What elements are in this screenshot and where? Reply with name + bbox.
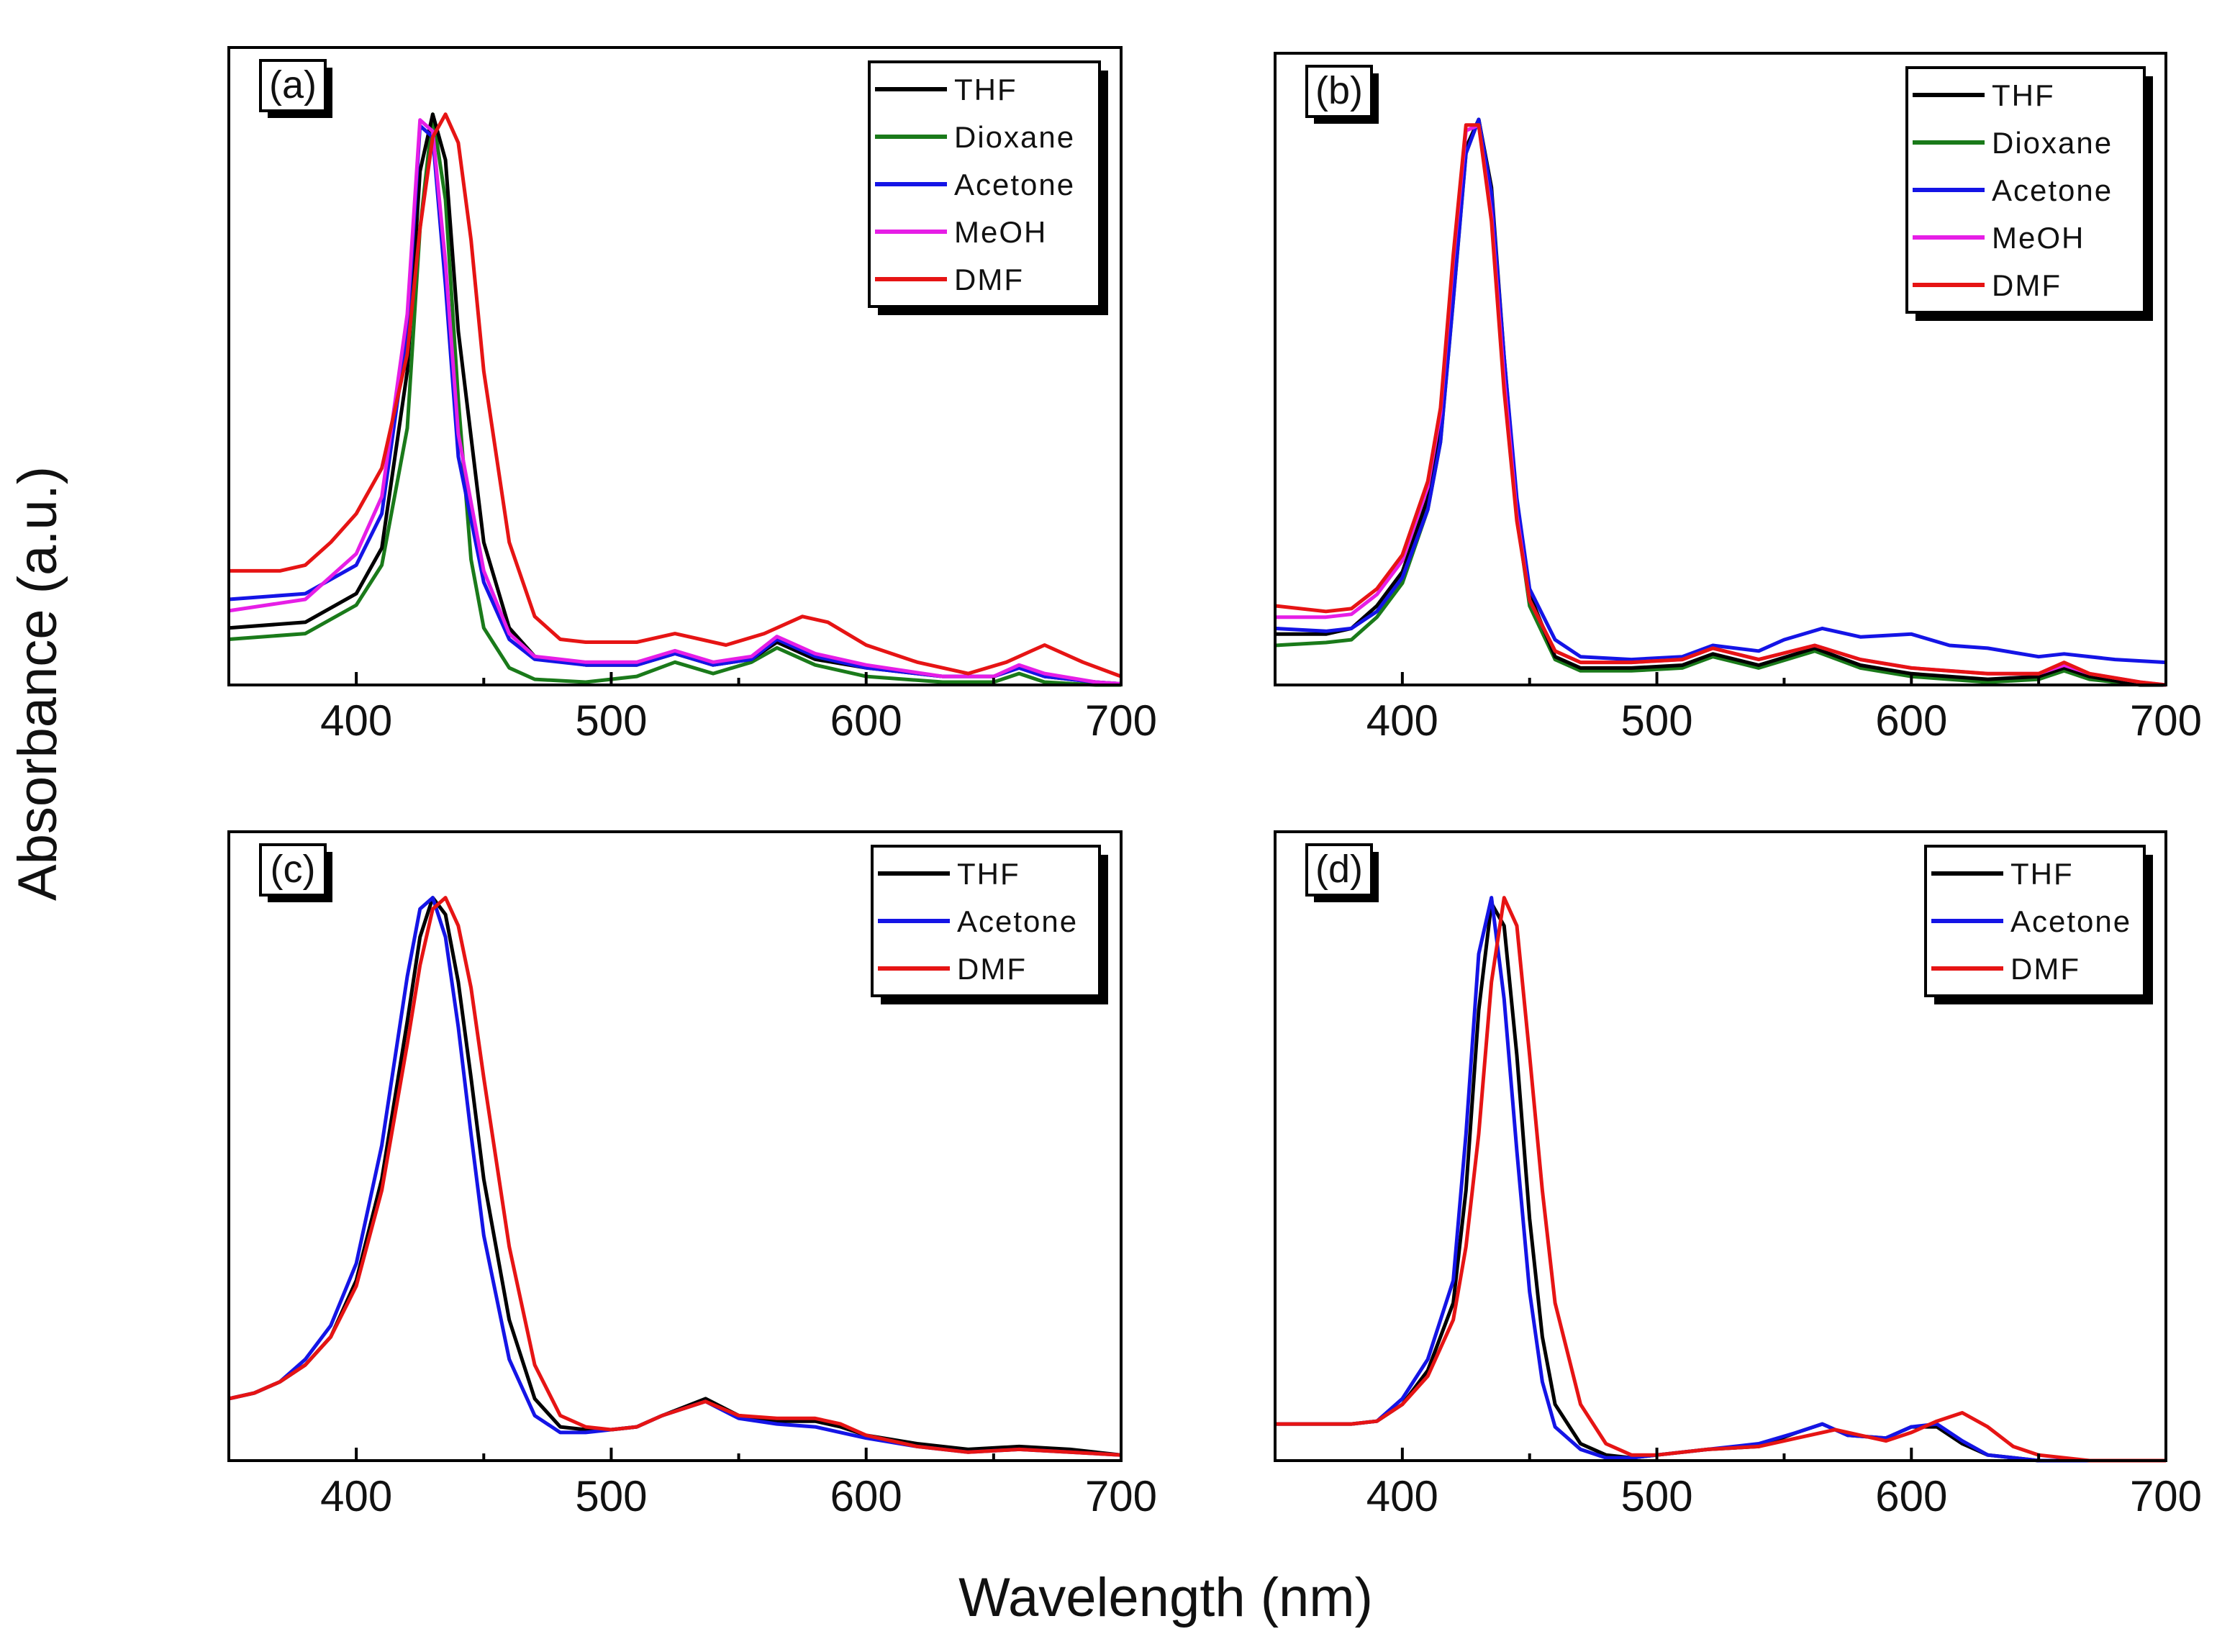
panel-tag-box-b xyxy=(1305,65,1373,118)
legend-label-b-dioxane: Dioxane xyxy=(1992,126,2113,160)
x-tick-label-a-600: 600 xyxy=(830,696,902,745)
panel-label-c: (c) xyxy=(271,848,316,891)
legend-label-d-dmf: DMF xyxy=(2010,952,2080,986)
series-line-d-dmf xyxy=(1275,896,2166,1463)
panel-d: 400 500 600 700 (d) THF Acetone DMF xyxy=(1274,830,2202,1520)
x-tick-label-b-500: 500 xyxy=(1621,696,1693,745)
x-tick-label-b-700: 700 xyxy=(2130,696,2202,745)
panel-tag-box-a xyxy=(259,59,327,112)
x-tick-label-c-700: 700 xyxy=(1085,1472,1157,1520)
legend-label-b-dmf: DMF xyxy=(1992,268,2062,302)
legend-label-a-dmf: DMF xyxy=(954,263,1024,296)
legend-label-b-acetone: Acetone xyxy=(1992,173,2113,207)
series-line-b-thf xyxy=(1275,117,2166,687)
series-line-a-dmf xyxy=(229,112,1122,678)
series-line-a-meoh xyxy=(228,118,1122,686)
axis-frame-d xyxy=(1274,830,2167,1462)
x-tick-label-a-500: 500 xyxy=(575,696,647,745)
legend-label-c-dmf: DMF xyxy=(957,952,1027,986)
panel-label-d: (d) xyxy=(1315,848,1363,891)
panel-label-b: (b) xyxy=(1315,69,1363,112)
series-line-b-dmf xyxy=(1274,123,2167,687)
panel-tag-box-c xyxy=(259,843,327,897)
panel-b: 400 500 600 700 (b) THF Dioxane Acetone MeOH DMF xyxy=(1274,52,2202,745)
axis-frame-c xyxy=(227,830,1123,1462)
x-axis-title: Wavelength (nm) xyxy=(958,1567,1373,1628)
legend-label-d-acetone: Acetone xyxy=(2010,904,2131,938)
legend-label-c-thf: THF xyxy=(957,857,1020,891)
legend-label-c-acetone: Acetone xyxy=(957,904,1078,938)
series-line-c-acetone xyxy=(228,896,1122,1457)
panel-label-a: (a) xyxy=(269,63,317,106)
legend-label-b-meoh: MeOH xyxy=(1992,221,2085,255)
x-tick-label-a-400: 400 xyxy=(320,696,392,745)
axis-frame-b xyxy=(1274,52,2167,686)
axis-frame-a xyxy=(227,46,1123,686)
y-axis-title: Absorbance (a.u.) xyxy=(7,466,68,901)
panel-tag-box-d xyxy=(1305,843,1373,897)
x-tick-label-d-400: 400 xyxy=(1366,1472,1438,1520)
series-line-c-dmf xyxy=(228,896,1122,1457)
series-line-a-dioxane xyxy=(228,112,1121,687)
x-tick-label-a-700: 700 xyxy=(1085,696,1157,745)
x-tick-label-d-600: 600 xyxy=(1875,1472,1947,1520)
x-tick-label-b-400: 400 xyxy=(1366,696,1438,745)
legend-label-a-acetone: Acetone xyxy=(954,168,1075,201)
legend-label-a-thf: THF xyxy=(954,73,1017,106)
panel-a: 400 500 600 700 (a) THF Dioxane Acetone MeOH DMF xyxy=(227,46,1157,745)
x-tick-label-c-400: 400 xyxy=(320,1472,392,1520)
x-tick-label-b-600: 600 xyxy=(1875,696,1947,745)
legend-label-d-thf: THF xyxy=(2010,857,2074,891)
series-line-d-thf xyxy=(1275,901,2166,1463)
x-tick-label-d-500: 500 xyxy=(1621,1472,1693,1520)
panels: 400 500 600 700(a) THFDioxaneAcetoneMeOHDMF4… xyxy=(227,46,2202,1520)
x-tick-label-d-700: 700 xyxy=(2130,1472,2202,1520)
x-tick-label-c-600: 600 xyxy=(830,1472,902,1520)
legend-label-a-meoh: MeOH xyxy=(954,215,1047,249)
panel-c: 400 500 600 700 (c) THF Acetone DMF xyxy=(227,830,1157,1520)
series-line-b-acetone xyxy=(1274,117,2167,665)
x-tick-label-c-500: 500 xyxy=(575,1472,647,1520)
legend-label-b-thf: THF xyxy=(1992,78,2055,112)
legend-label-a-dioxane: Dioxane xyxy=(954,120,1075,154)
